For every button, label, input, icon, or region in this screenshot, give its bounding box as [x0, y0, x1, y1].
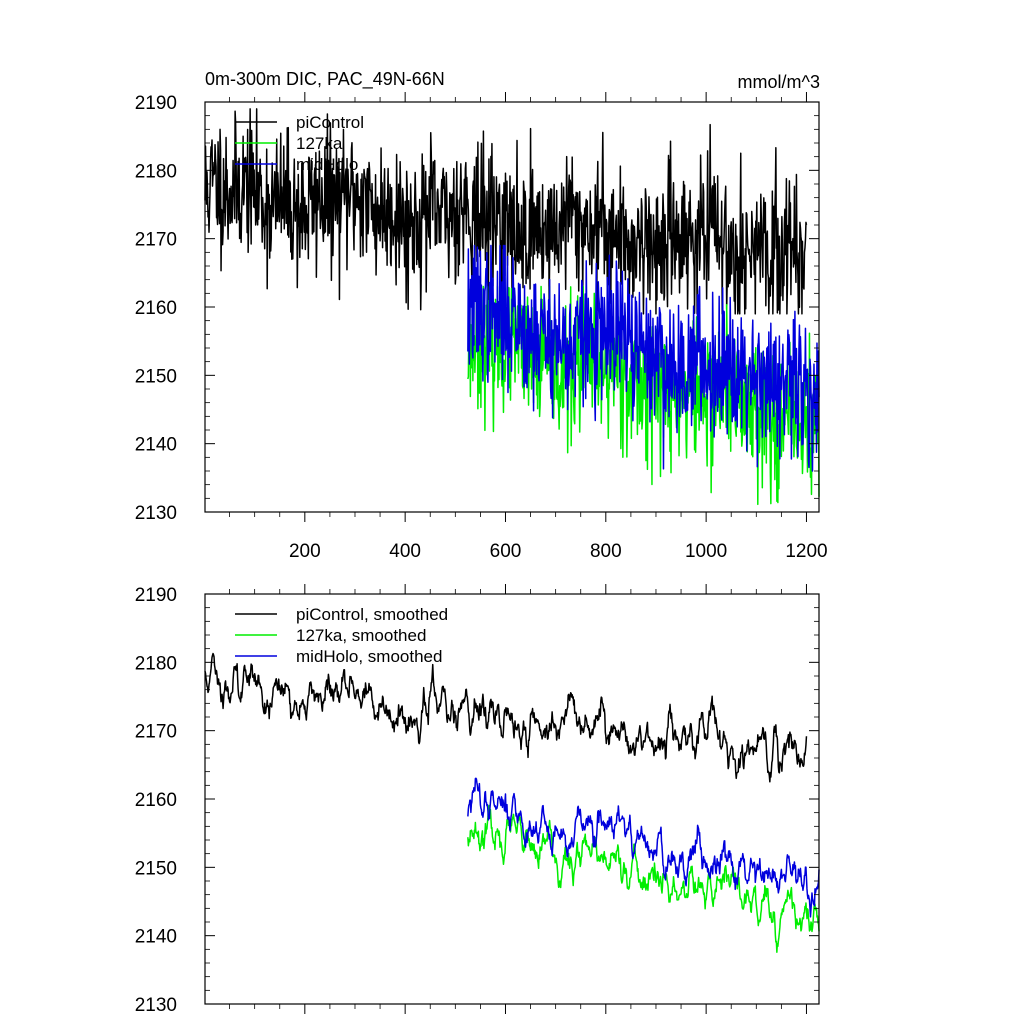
y-tick-label: 2190 — [135, 93, 177, 114]
axes-layer: 2130 2140 2150 2160 2170 2180 2190 — [135, 584, 819, 1016]
legend: piControl 127ka midHolo — [235, 113, 364, 174]
y-tick-label: 2170 — [135, 230, 177, 251]
top-panel: 0m-300m DIC, PAC_49N-66N mmol/m^3 213021… — [135, 69, 828, 562]
series-line-midholo — [467, 244, 820, 472]
legend: piControl, smoothed 127ka, smoothed midHol… — [235, 605, 448, 666]
series-line-picontrol — [204, 108, 808, 315]
units-label: mmol/m^3 — [738, 72, 820, 92]
legend-label: midHolo, smoothed — [296, 647, 442, 666]
x-tick-label: 200 — [289, 541, 321, 562]
chart-title: 0m-300m DIC, PAC_49N-66N — [205, 69, 445, 90]
axes-layer: 2130 2140 2150 2160 2170 2180 2190 200 400 600 800… — [135, 92, 828, 562]
series-layer — [204, 108, 820, 506]
legend-label: piControl — [296, 113, 364, 132]
y-tick-label: 2140 — [135, 435, 177, 456]
y-tick-label: 2130 — [135, 503, 177, 524]
y-tick-label: 2150 — [135, 858, 177, 879]
series-line-127ka-smoothed — [467, 804, 820, 953]
legend-label: 127ka, smoothed — [296, 626, 426, 645]
series-layer — [204, 652, 820, 953]
y-tick-label: 2160 — [135, 298, 177, 319]
y-tick-label: 2130 — [135, 995, 177, 1016]
x-tick-label: 600 — [490, 541, 522, 562]
y-tick-label: 2150 — [135, 366, 177, 387]
x-tick-label: 1200 — [785, 541, 827, 562]
bottom-panel: 2130 2140 2150 2160 2170 2180 2190 piControl, … — [135, 584, 820, 1016]
legend-label: piControl, smoothed — [296, 605, 448, 624]
x-tick-label: 1000 — [685, 541, 727, 562]
series-line-picontrol-smoothed — [204, 652, 808, 783]
legend-label: midHolo — [296, 155, 358, 174]
y-tick-label: 2140 — [135, 927, 177, 948]
y-tick-label: 2160 — [135, 790, 177, 811]
series-line-midholo-smoothed — [467, 777, 820, 918]
x-tick-label: 800 — [590, 541, 622, 562]
y-tick-label: 2190 — [135, 585, 177, 606]
legend-label: 127ka — [296, 134, 343, 153]
y-tick-label: 2180 — [135, 653, 177, 674]
y-tick-label: 2180 — [135, 161, 177, 182]
x-tick-label: 400 — [389, 541, 421, 562]
y-tick-label: 2170 — [135, 722, 177, 743]
